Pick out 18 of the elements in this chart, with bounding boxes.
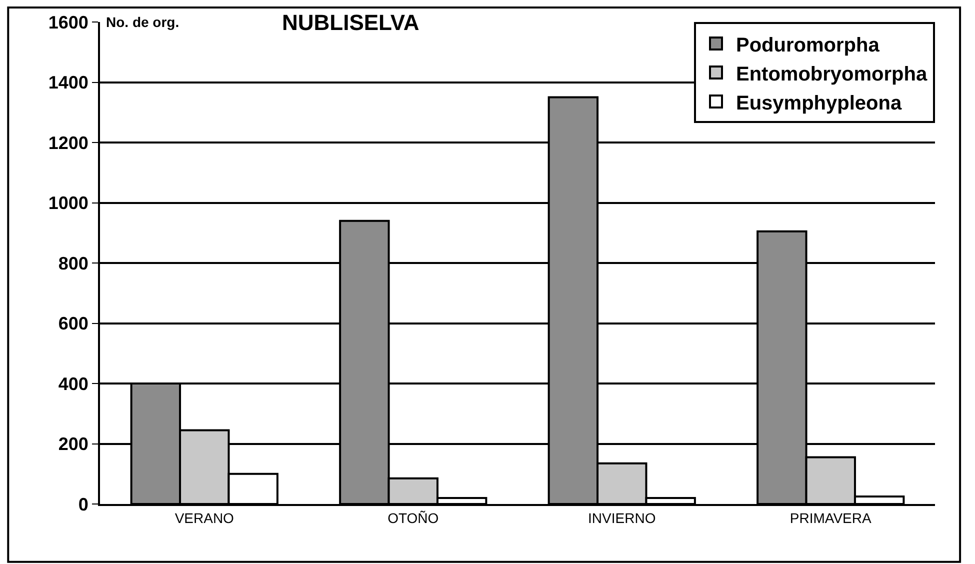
chart-title: NUBLISELVA <box>282 10 420 35</box>
x-tick-label: VERANO <box>174 510 234 526</box>
x-tick-label: INVIERNO <box>588 510 656 526</box>
x-tick-label: OTOÑO <box>388 510 439 526</box>
y-tick-label: 800 <box>58 253 88 274</box>
y-tick-label: 1600 <box>48 12 88 32</box>
legend-label: Eusymphypleona <box>736 92 902 114</box>
y-tick-label: 600 <box>58 314 88 334</box>
legend-label: Entomobryomorpha <box>736 63 928 86</box>
y-tick-label: 1200 <box>48 132 88 153</box>
y-tick-label: 1400 <box>48 72 88 93</box>
y-axis-title: No. de org. <box>106 14 180 30</box>
y-tick-label: 0 <box>78 494 88 514</box>
legend-label: Poduromorpha <box>736 34 880 56</box>
y-tick-label: 200 <box>58 434 88 454</box>
y-tick-label: 1000 <box>48 193 88 214</box>
x-tick-label: PRIMAVERA <box>790 510 872 526</box>
y-tick-label: 400 <box>58 374 88 394</box>
